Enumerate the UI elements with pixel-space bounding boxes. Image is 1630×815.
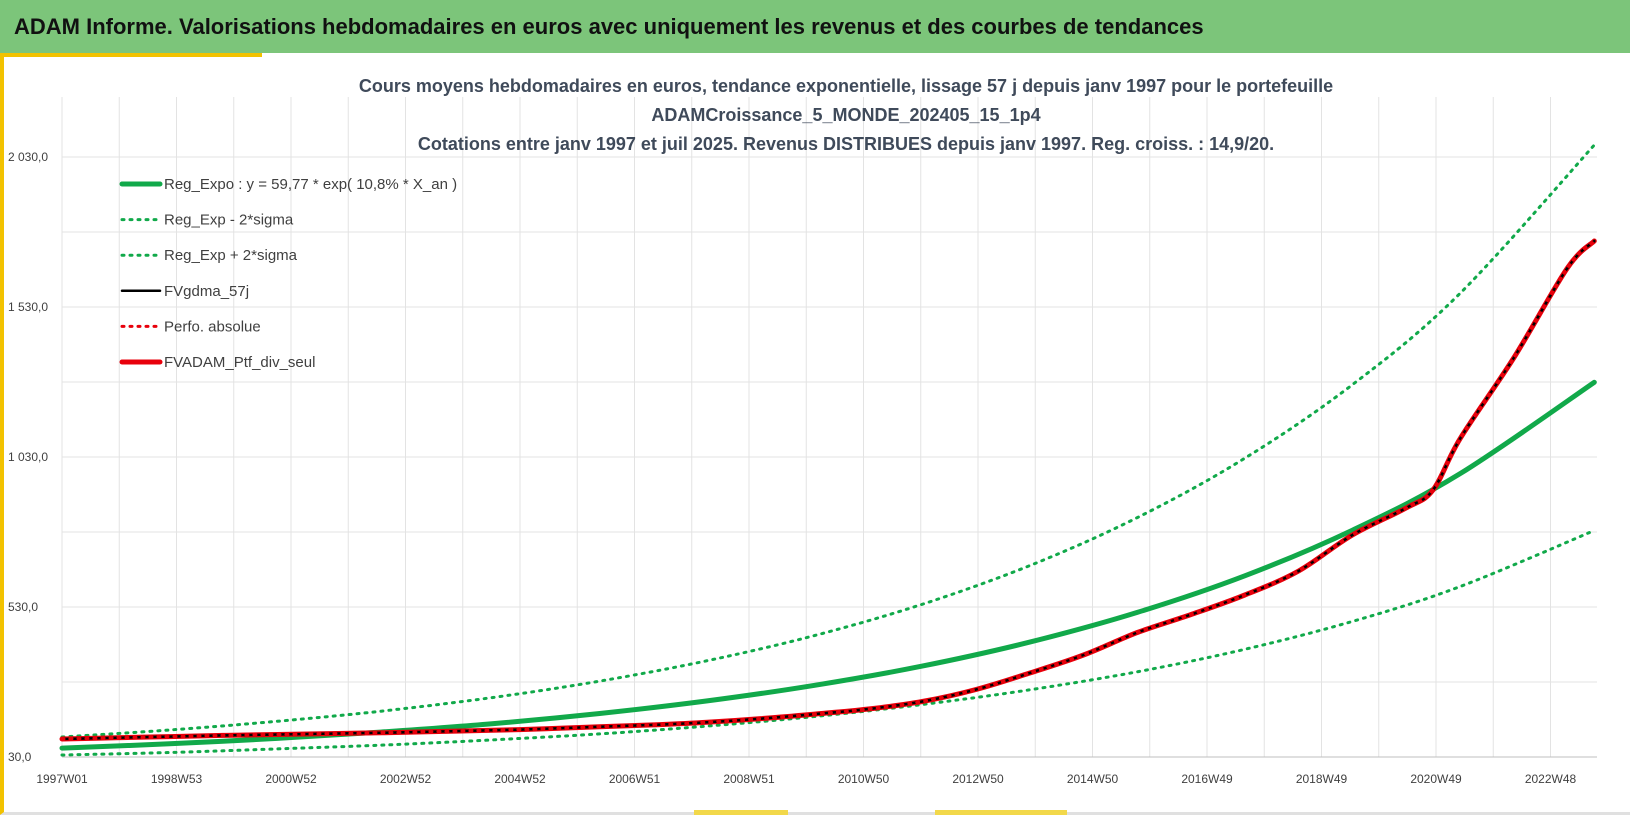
y-tick-label: 30,0 xyxy=(8,750,32,764)
x-tick-label: 2004W52 xyxy=(494,772,546,786)
x-tick-label: 2002W52 xyxy=(380,772,432,786)
x-tick-label: 2012W50 xyxy=(952,772,1004,786)
x-tick-label: 2010W50 xyxy=(838,772,890,786)
chart-title: Cours moyens hebdomadaires en euros, ten… xyxy=(359,76,1333,154)
x-tick-label: 2008W51 xyxy=(723,772,775,786)
x-tick-label: 2016W49 xyxy=(1181,772,1233,786)
legend-label: Reg_Exp + 2*sigma xyxy=(164,247,298,264)
legend-label: Reg_Expo : y = 59,77 * exp( 10,8% * X_an… xyxy=(164,176,457,193)
frame-accent xyxy=(0,53,262,57)
x-tick-label: 1997W01 xyxy=(36,772,88,786)
x-tick-label: 2022W48 xyxy=(1525,772,1577,786)
legend-label: Reg_Exp - 2*sigma xyxy=(164,212,294,229)
y-tick-label: 1 530,0 xyxy=(8,300,48,314)
chart-title-line: ADAMCroissance_5_MONDE_202405_15_1p4 xyxy=(651,105,1040,125)
series-line-3 xyxy=(60,239,1596,741)
chart-legend: Reg_Expo : y = 59,77 * exp( 10,8% * X_an… xyxy=(119,176,457,371)
x-tick-label: 2014W50 xyxy=(1067,772,1119,786)
x-tick-label: 2006W51 xyxy=(609,772,661,786)
bottom-accent-right xyxy=(935,810,1067,815)
x-axis: 1997W01 1998W53 2000W52 2002W52 2004W52 2006W… xyxy=(36,772,1577,786)
y-tick-label: 2 030,0 xyxy=(8,150,48,164)
series-line-0 xyxy=(59,379,1597,751)
chart-title-line: Cours moyens hebdomadaires en euros, ten… xyxy=(359,76,1333,96)
x-tick-label: 2020W49 xyxy=(1410,772,1462,786)
y-axis: 30,0 530,0 1 030,0 1 530,0 2 030,0 xyxy=(8,150,48,764)
series-line-5 xyxy=(59,238,1597,742)
bottom-accent-left xyxy=(694,810,788,815)
chart-series xyxy=(59,143,1597,757)
legend-label: Perfo. absolue xyxy=(164,318,261,335)
x-tick-label: 1998W53 xyxy=(151,772,203,786)
page-banner: ADAM Informe. Valorisations hebdomadaire… xyxy=(0,0,1630,53)
x-tick-label: 2000W52 xyxy=(265,772,317,786)
chart-grid xyxy=(61,97,1597,758)
legend-label: FVgdma_57j xyxy=(164,283,249,300)
chart-title-line: Cotations entre janv 1997 et juil 2025. … xyxy=(418,134,1274,154)
series-line-1 xyxy=(60,529,1596,757)
x-tick-label: 2018W49 xyxy=(1296,772,1348,786)
series-line-4 xyxy=(60,239,1596,741)
y-tick-label: 1 030,0 xyxy=(8,450,48,464)
page-title: ADAM Informe. Valorisations hebdomadaire… xyxy=(14,13,1204,39)
series-line-2 xyxy=(60,143,1596,739)
chart-frame xyxy=(0,53,1630,815)
legend-label: FVADAM_Ptf_div_seul xyxy=(164,354,315,371)
y-tick-label: 530,0 xyxy=(8,600,38,614)
